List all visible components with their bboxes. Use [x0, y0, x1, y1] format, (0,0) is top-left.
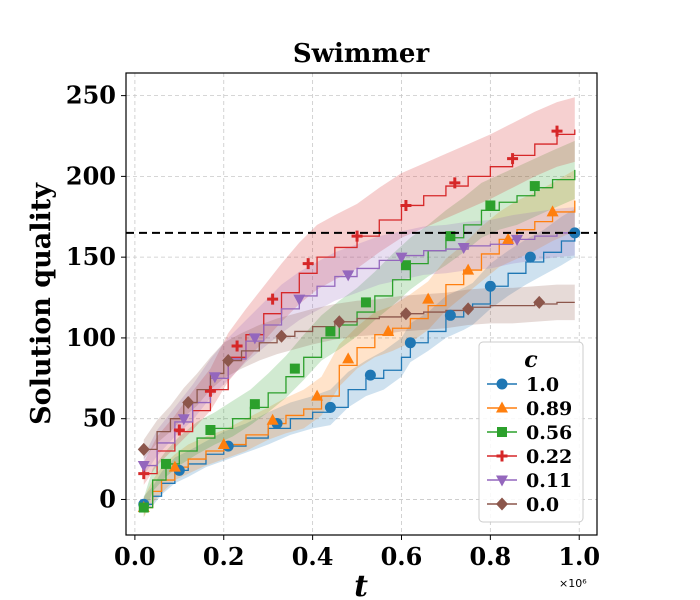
- data-point: [511, 234, 524, 246]
- data-point: [249, 399, 260, 410]
- legend-label: 0.0: [526, 494, 559, 516]
- y-axis-label: Solution quality: [26, 182, 57, 425]
- y-axis-ticks: 0 50 100 150 200 250: [66, 81, 126, 513]
- data-point: [137, 461, 150, 473]
- data-point: [168, 460, 181, 472]
- data-point: [324, 401, 336, 413]
- data-point: [395, 252, 408, 264]
- series-line-0.0: [143, 301, 575, 451]
- data-point: [182, 396, 195, 410]
- data-point: [138, 502, 149, 513]
- data-point: [444, 309, 456, 321]
- legend-marker-0.56: [497, 427, 507, 437]
- chart-title: Swimmer: [293, 39, 430, 69]
- y-tick-label: 0: [99, 484, 116, 513]
- data-point: [462, 263, 475, 275]
- data-point: [311, 389, 324, 401]
- data-point: [404, 337, 416, 349]
- data-point: [325, 326, 336, 337]
- plot-frame: [125, 72, 598, 536]
- data-point: [400, 260, 411, 271]
- data-point: [267, 293, 279, 305]
- data-point: [529, 181, 540, 192]
- data-point: [399, 307, 412, 321]
- data-point: [342, 352, 355, 364]
- data-point: [217, 438, 230, 450]
- legend-title: c: [524, 347, 538, 373]
- data-point: [484, 280, 496, 292]
- legend-label: 0.22: [526, 446, 572, 468]
- y-tick-label: 250: [66, 81, 116, 110]
- legend-marker-1.0: [496, 378, 508, 390]
- legend-label: 0.56: [526, 422, 572, 444]
- data-point: [351, 230, 363, 242]
- data-point: [400, 199, 412, 211]
- data-point: [485, 200, 496, 211]
- data-point: [137, 442, 150, 456]
- x-axis-label: t: [354, 569, 368, 600]
- y-tick-label: 150: [66, 242, 116, 271]
- data-point: [462, 302, 475, 316]
- data-point: [289, 363, 300, 374]
- y-tick-label: 100: [66, 323, 116, 352]
- series-line-0.22: [143, 129, 576, 475]
- data-point: [275, 329, 288, 343]
- x-tick-label: 0.0: [114, 542, 156, 571]
- data-point: [204, 385, 216, 397]
- data-point: [248, 333, 261, 345]
- legend: c 1.00.890.560.220.110.0: [478, 341, 584, 523]
- x-axis-offset-label: ×10⁶: [559, 577, 587, 590]
- data-point: [445, 231, 456, 242]
- legend-marker-0.11: [496, 475, 508, 487]
- legend-items: 1.00.890.560.220.110.0: [487, 374, 572, 516]
- series-markers: [137, 125, 581, 513]
- legend-marker-0.89: [496, 401, 508, 413]
- data-point: [364, 369, 376, 381]
- x-tick-label: 0.8: [469, 542, 511, 571]
- data-point: [457, 242, 470, 254]
- series-band-1.0: [143, 208, 575, 513]
- x-tick-label: 0.4: [292, 542, 334, 571]
- series-line-0.56: [143, 169, 576, 509]
- data-point: [507, 153, 519, 165]
- data-point: [205, 425, 216, 435]
- data-point: [382, 324, 395, 336]
- x-tick-label: 1.0: [558, 542, 600, 571]
- data-point: [502, 232, 515, 244]
- data-point: [231, 340, 243, 352]
- data-point: [533, 295, 546, 309]
- y-tick-label: 50: [83, 404, 116, 433]
- series-band-0.0: [143, 284, 575, 460]
- series-band-0.22: [143, 97, 575, 485]
- data-point: [449, 177, 461, 189]
- data-point: [293, 294, 306, 306]
- data-point: [524, 251, 536, 263]
- data-point: [160, 458, 171, 469]
- legend-label: 1.0: [526, 374, 559, 396]
- data-point: [422, 292, 435, 304]
- data-point: [551, 125, 563, 137]
- series-band-0.89: [143, 169, 575, 518]
- data-point: [546, 205, 559, 217]
- data-point: [266, 413, 279, 425]
- data-point: [222, 354, 235, 368]
- data-point: [342, 270, 355, 282]
- series-band-0.56: [143, 140, 575, 518]
- data-point: [333, 315, 346, 329]
- x-axis-ticks: 0.0 0.2 0.4 0.6 0.8 1.0: [114, 535, 600, 571]
- x-tick-label: 0.2: [203, 542, 245, 571]
- legend-label: 0.89: [526, 398, 572, 420]
- legend-marker-0.0: [496, 497, 508, 511]
- data-point: [173, 424, 185, 436]
- data-point: [208, 372, 221, 384]
- x-tick-label: 0.6: [381, 542, 423, 571]
- legend-marker-0.22: [496, 450, 508, 462]
- data-point: [177, 414, 190, 426]
- y-tick-label: 200: [66, 161, 116, 190]
- data-point: [360, 297, 371, 308]
- data-point: [302, 258, 314, 270]
- legend-label: 0.11: [526, 470, 572, 492]
